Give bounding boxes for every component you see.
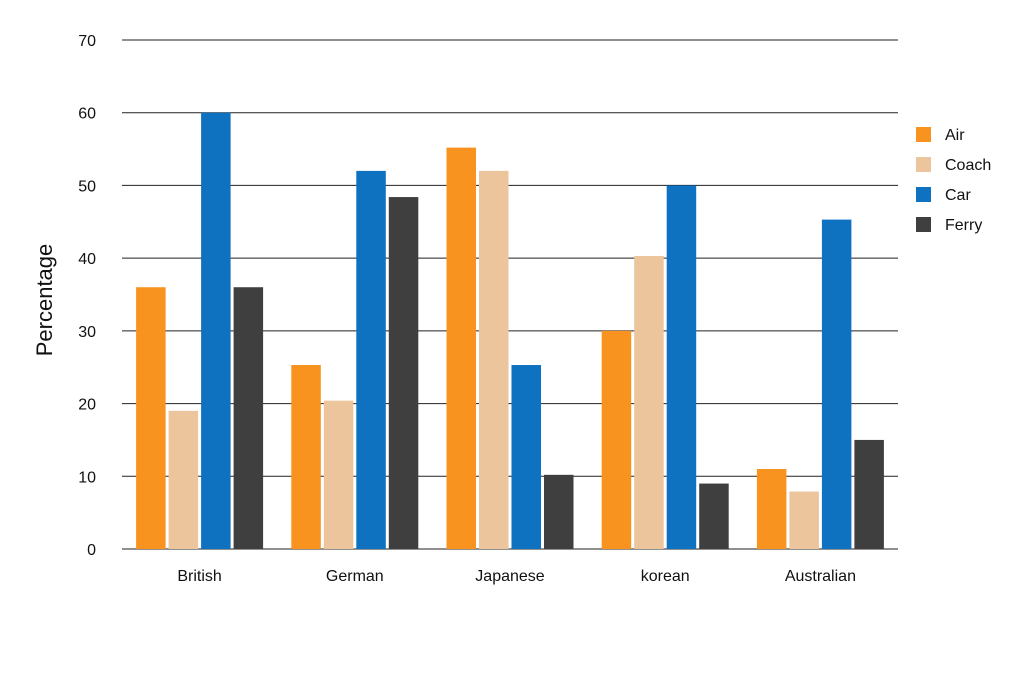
x-tick-label: German: [326, 568, 384, 585]
bar-car-korean: [666, 185, 697, 549]
legend-label-ferry: Ferry: [945, 217, 982, 234]
bar-air-japanese: [446, 147, 476, 550]
y-axis-title: Percentage: [32, 244, 57, 357]
bar-air-british: [136, 287, 166, 549]
y-tick-label: 60: [78, 106, 96, 123]
y-tick-label: 10: [78, 469, 96, 486]
x-tick-label: Japanese: [475, 568, 544, 585]
bar-car-japanese: [511, 365, 541, 549]
x-tick-label: British: [177, 568, 221, 585]
bar-ferry-korean: [699, 483, 729, 549]
y-tick-label: 50: [78, 178, 96, 195]
bar-coach-german: [323, 400, 354, 549]
y-axis-ticks: 0 10 20 30 40 50 60 70: [78, 33, 96, 559]
y-tick-label: 70: [78, 33, 96, 50]
bar-ferry-australian: [854, 439, 884, 549]
legend-label-coach: Coach: [945, 157, 991, 174]
bar-air-korean: [601, 330, 632, 549]
bar-coach-australian: [789, 491, 819, 549]
x-tick-label: Australian: [785, 568, 856, 585]
bar-coach-japanese: [479, 170, 509, 549]
legend: Air Coach Car Ferry: [916, 127, 991, 234]
legend-swatch-car: [916, 187, 931, 202]
x-axis-ticks: British German Japanese korean Australian: [177, 568, 856, 585]
y-tick-label: 0: [87, 542, 96, 559]
x-tick-label: korean: [641, 568, 690, 585]
bar-ferry-german: [388, 197, 419, 549]
legend-swatch-coach: [916, 157, 931, 172]
bars: [136, 112, 884, 550]
bar-car-australian: [821, 219, 852, 549]
bar-ferry-british: [233, 287, 264, 549]
bar-air-german: [291, 365, 321, 549]
bar-coach-british: [168, 410, 199, 549]
bar-coach-korean: [634, 255, 664, 549]
legend-label-air: Air: [945, 127, 965, 144]
legend-swatch-ferry: [916, 217, 931, 232]
y-tick-label: 40: [78, 251, 96, 268]
y-tick-label: 20: [78, 397, 96, 414]
y-tick-label: 30: [78, 324, 96, 341]
legend-swatch-air: [916, 127, 931, 142]
legend-label-car: Car: [945, 187, 971, 204]
bar-car-german: [356, 170, 386, 549]
bar-car-british: [201, 112, 231, 549]
bar-air-australian: [756, 469, 787, 549]
bar-ferry-japanese: [544, 474, 574, 549]
